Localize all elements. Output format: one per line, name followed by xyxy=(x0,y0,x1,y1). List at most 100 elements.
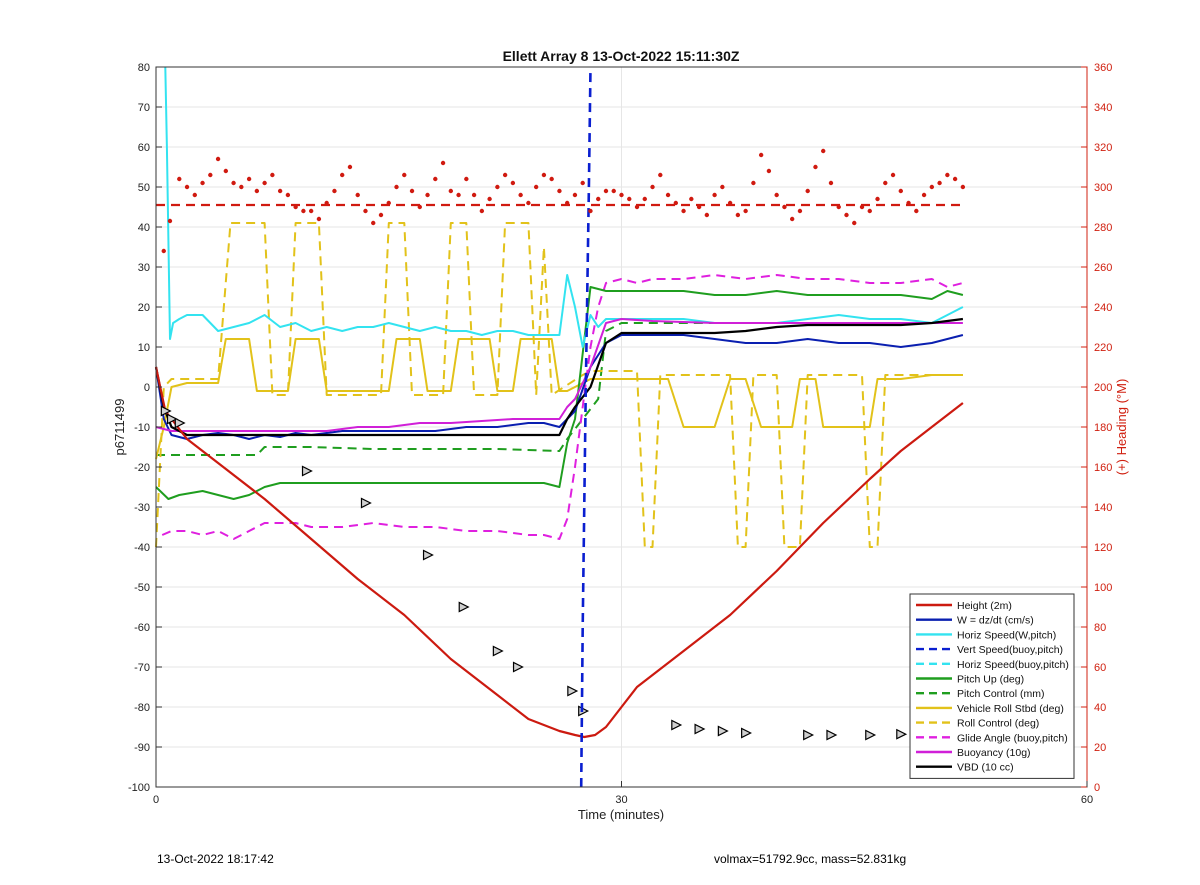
y2-tick-label: 80 xyxy=(1094,622,1106,634)
x-axis-label: Time (minutes) xyxy=(578,807,664,822)
y-tick-label: 40 xyxy=(138,222,150,234)
heading-point xyxy=(184,184,190,190)
heading-point xyxy=(735,212,741,218)
heading-point xyxy=(487,196,492,202)
heading-point xyxy=(246,176,252,182)
heading-point xyxy=(945,172,950,178)
y-tick-label: -90 xyxy=(134,742,150,754)
heading-point xyxy=(192,192,197,198)
y2-tick-label: 280 xyxy=(1094,222,1112,234)
heading-point xyxy=(495,184,500,190)
heading-point xyxy=(596,196,601,202)
heading-point xyxy=(689,196,694,202)
heading-point xyxy=(696,204,702,210)
y-tick-label: 20 xyxy=(138,302,150,314)
y2-tick-label: 260 xyxy=(1094,262,1112,274)
height-marker xyxy=(694,723,706,735)
y2-tick-label: 0 xyxy=(1094,782,1100,794)
heading-point xyxy=(782,204,787,210)
height-marker xyxy=(360,497,372,509)
heading-point xyxy=(665,192,671,198)
heading-point xyxy=(347,164,353,170)
legend: Height (2m) W = dz/dt (cm/s) Horiz Speed(W… xyxy=(909,593,1075,779)
heading-point xyxy=(355,192,360,198)
heading-point xyxy=(634,204,640,210)
y-tick-label: 10 xyxy=(138,342,150,354)
heading-point xyxy=(285,192,291,198)
heading-point xyxy=(572,192,578,198)
y2-tick-label: 360 xyxy=(1094,62,1112,74)
legend-label: Vehicle Roll Stbd (deg) xyxy=(957,703,1064,715)
legend-label: Buoyancy (10g) xyxy=(957,747,1031,759)
heading-point xyxy=(557,188,562,194)
heading-point xyxy=(386,200,391,206)
heading-point xyxy=(821,148,826,154)
heading-point xyxy=(277,188,283,194)
legend-label: Height (2m) xyxy=(957,600,1012,612)
y-tick-label: 30 xyxy=(138,262,150,274)
heading-point xyxy=(797,208,803,214)
heading-point xyxy=(308,208,314,214)
heading-point xyxy=(588,208,593,214)
y-tick-label: 80 xyxy=(138,62,150,74)
heading-point xyxy=(518,192,523,198)
y2-axis-label: (+) Heading (°M) xyxy=(1114,379,1129,476)
legend-label: Pitch Control (mm) xyxy=(957,688,1045,700)
y2-tick-label: 180 xyxy=(1094,422,1112,434)
heading-point xyxy=(363,208,368,214)
height-marker xyxy=(671,719,683,731)
y2-tick-label: 140 xyxy=(1094,502,1112,514)
heading-point xyxy=(378,212,384,218)
heading-point xyxy=(619,192,624,198)
heading-point xyxy=(161,248,166,254)
height-marker xyxy=(512,661,524,673)
y-tick-label: 60 xyxy=(138,142,150,154)
y2-tick-label: 200 xyxy=(1094,382,1112,394)
heading-point xyxy=(425,192,430,198)
heading-point xyxy=(673,200,679,206)
y2-tick-label: 340 xyxy=(1094,102,1112,114)
y-tick-label: -40 xyxy=(134,542,150,554)
heading-point xyxy=(239,184,244,190)
heading-point xyxy=(906,200,911,206)
legend-label: Roll Control (deg) xyxy=(957,718,1039,730)
heading-point xyxy=(580,180,585,186)
heading-point xyxy=(270,172,275,178)
height-marker xyxy=(717,725,729,737)
heading-point xyxy=(549,176,554,182)
height-marker xyxy=(166,413,178,425)
y2-tick-label: 300 xyxy=(1094,182,1112,194)
y-tick-label: -60 xyxy=(134,622,150,634)
heading-point xyxy=(417,204,422,210)
heading-point xyxy=(898,188,903,194)
heading-point xyxy=(433,176,438,182)
height-marker xyxy=(174,417,186,429)
legend-label: Pitch Up (deg) xyxy=(957,674,1024,686)
heading-point xyxy=(789,216,795,222)
height-marker xyxy=(301,465,313,477)
heading-point xyxy=(758,152,764,158)
heading-point xyxy=(681,208,686,214)
heading-point xyxy=(813,164,818,170)
y-tick-label: -50 xyxy=(134,582,150,594)
height-marker xyxy=(160,405,172,417)
footer-volmax-mass: volmax=51792.9cc, mass=52.831kg xyxy=(714,852,907,866)
heading-point xyxy=(409,188,415,194)
legend-label: VBD (10 cc) xyxy=(957,762,1014,774)
heading-point xyxy=(658,172,663,178)
heading-point xyxy=(564,200,570,206)
y-tick-label: -30 xyxy=(134,502,150,514)
height-marker xyxy=(741,727,752,739)
series-glide-angle-buoy-pitch xyxy=(161,274,964,540)
heading-point xyxy=(952,176,958,182)
heading-point xyxy=(262,180,267,186)
heading-point xyxy=(440,160,446,166)
heading-point xyxy=(844,212,849,218)
heading-point xyxy=(471,192,477,198)
y-tick-label: 50 xyxy=(138,182,150,194)
heading-point xyxy=(720,184,725,190)
heading-point xyxy=(937,180,942,186)
heading-point xyxy=(448,188,454,194)
height-marker xyxy=(422,549,434,561)
footer-timestamp: 13-Oct-2022 18:17:42 xyxy=(157,852,274,866)
